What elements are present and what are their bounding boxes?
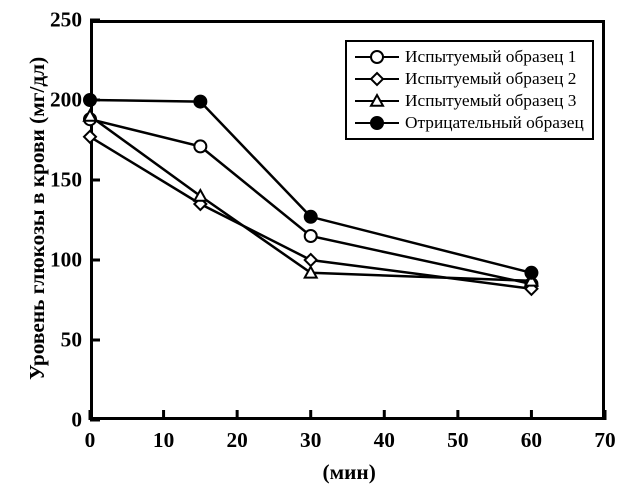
y-tick-label: 0 bbox=[71, 408, 82, 433]
y-tick-label: 150 bbox=[50, 168, 82, 193]
y-tick-label: 100 bbox=[50, 248, 82, 273]
y-tick-label: 200 bbox=[50, 88, 82, 113]
legend-label: Отрицательный образец bbox=[399, 113, 584, 133]
legend-label: Испытуемый образец 1 bbox=[399, 47, 576, 67]
y-tick-label: 50 bbox=[61, 328, 82, 353]
x-tick-label: 50 bbox=[447, 428, 468, 453]
chart-container: Уровень глюкозы в крови (мг/дл) (мин) Ис… bbox=[0, 0, 628, 500]
legend: Испытуемый образец 1Испытуемый образец 2… bbox=[345, 40, 594, 140]
legend-item: Испытуемый образец 3 bbox=[355, 90, 584, 112]
legend-item: Испытуемый образец 1 bbox=[355, 46, 584, 68]
legend-label: Испытуемый образец 3 bbox=[399, 91, 576, 111]
legend-item: Отрицательный образец bbox=[355, 112, 584, 134]
x-tick-label: 30 bbox=[300, 428, 321, 453]
x-tick-label: 60 bbox=[521, 428, 542, 453]
legend-symbol bbox=[355, 112, 399, 134]
legend-item: Испытуемый образец 2 bbox=[355, 68, 584, 90]
x-tick-label: 0 bbox=[85, 428, 96, 453]
x-tick-label: 70 bbox=[594, 428, 615, 453]
x-tick-label: 10 bbox=[153, 428, 174, 453]
legend-symbol bbox=[355, 46, 399, 68]
legend-symbol bbox=[355, 68, 399, 90]
x-tick-label: 40 bbox=[374, 428, 395, 453]
y-tick-label: 250 bbox=[50, 8, 82, 33]
legend-label: Испытуемый образец 2 bbox=[399, 69, 576, 89]
legend-symbol bbox=[355, 90, 399, 112]
x-tick-label: 20 bbox=[226, 428, 247, 453]
